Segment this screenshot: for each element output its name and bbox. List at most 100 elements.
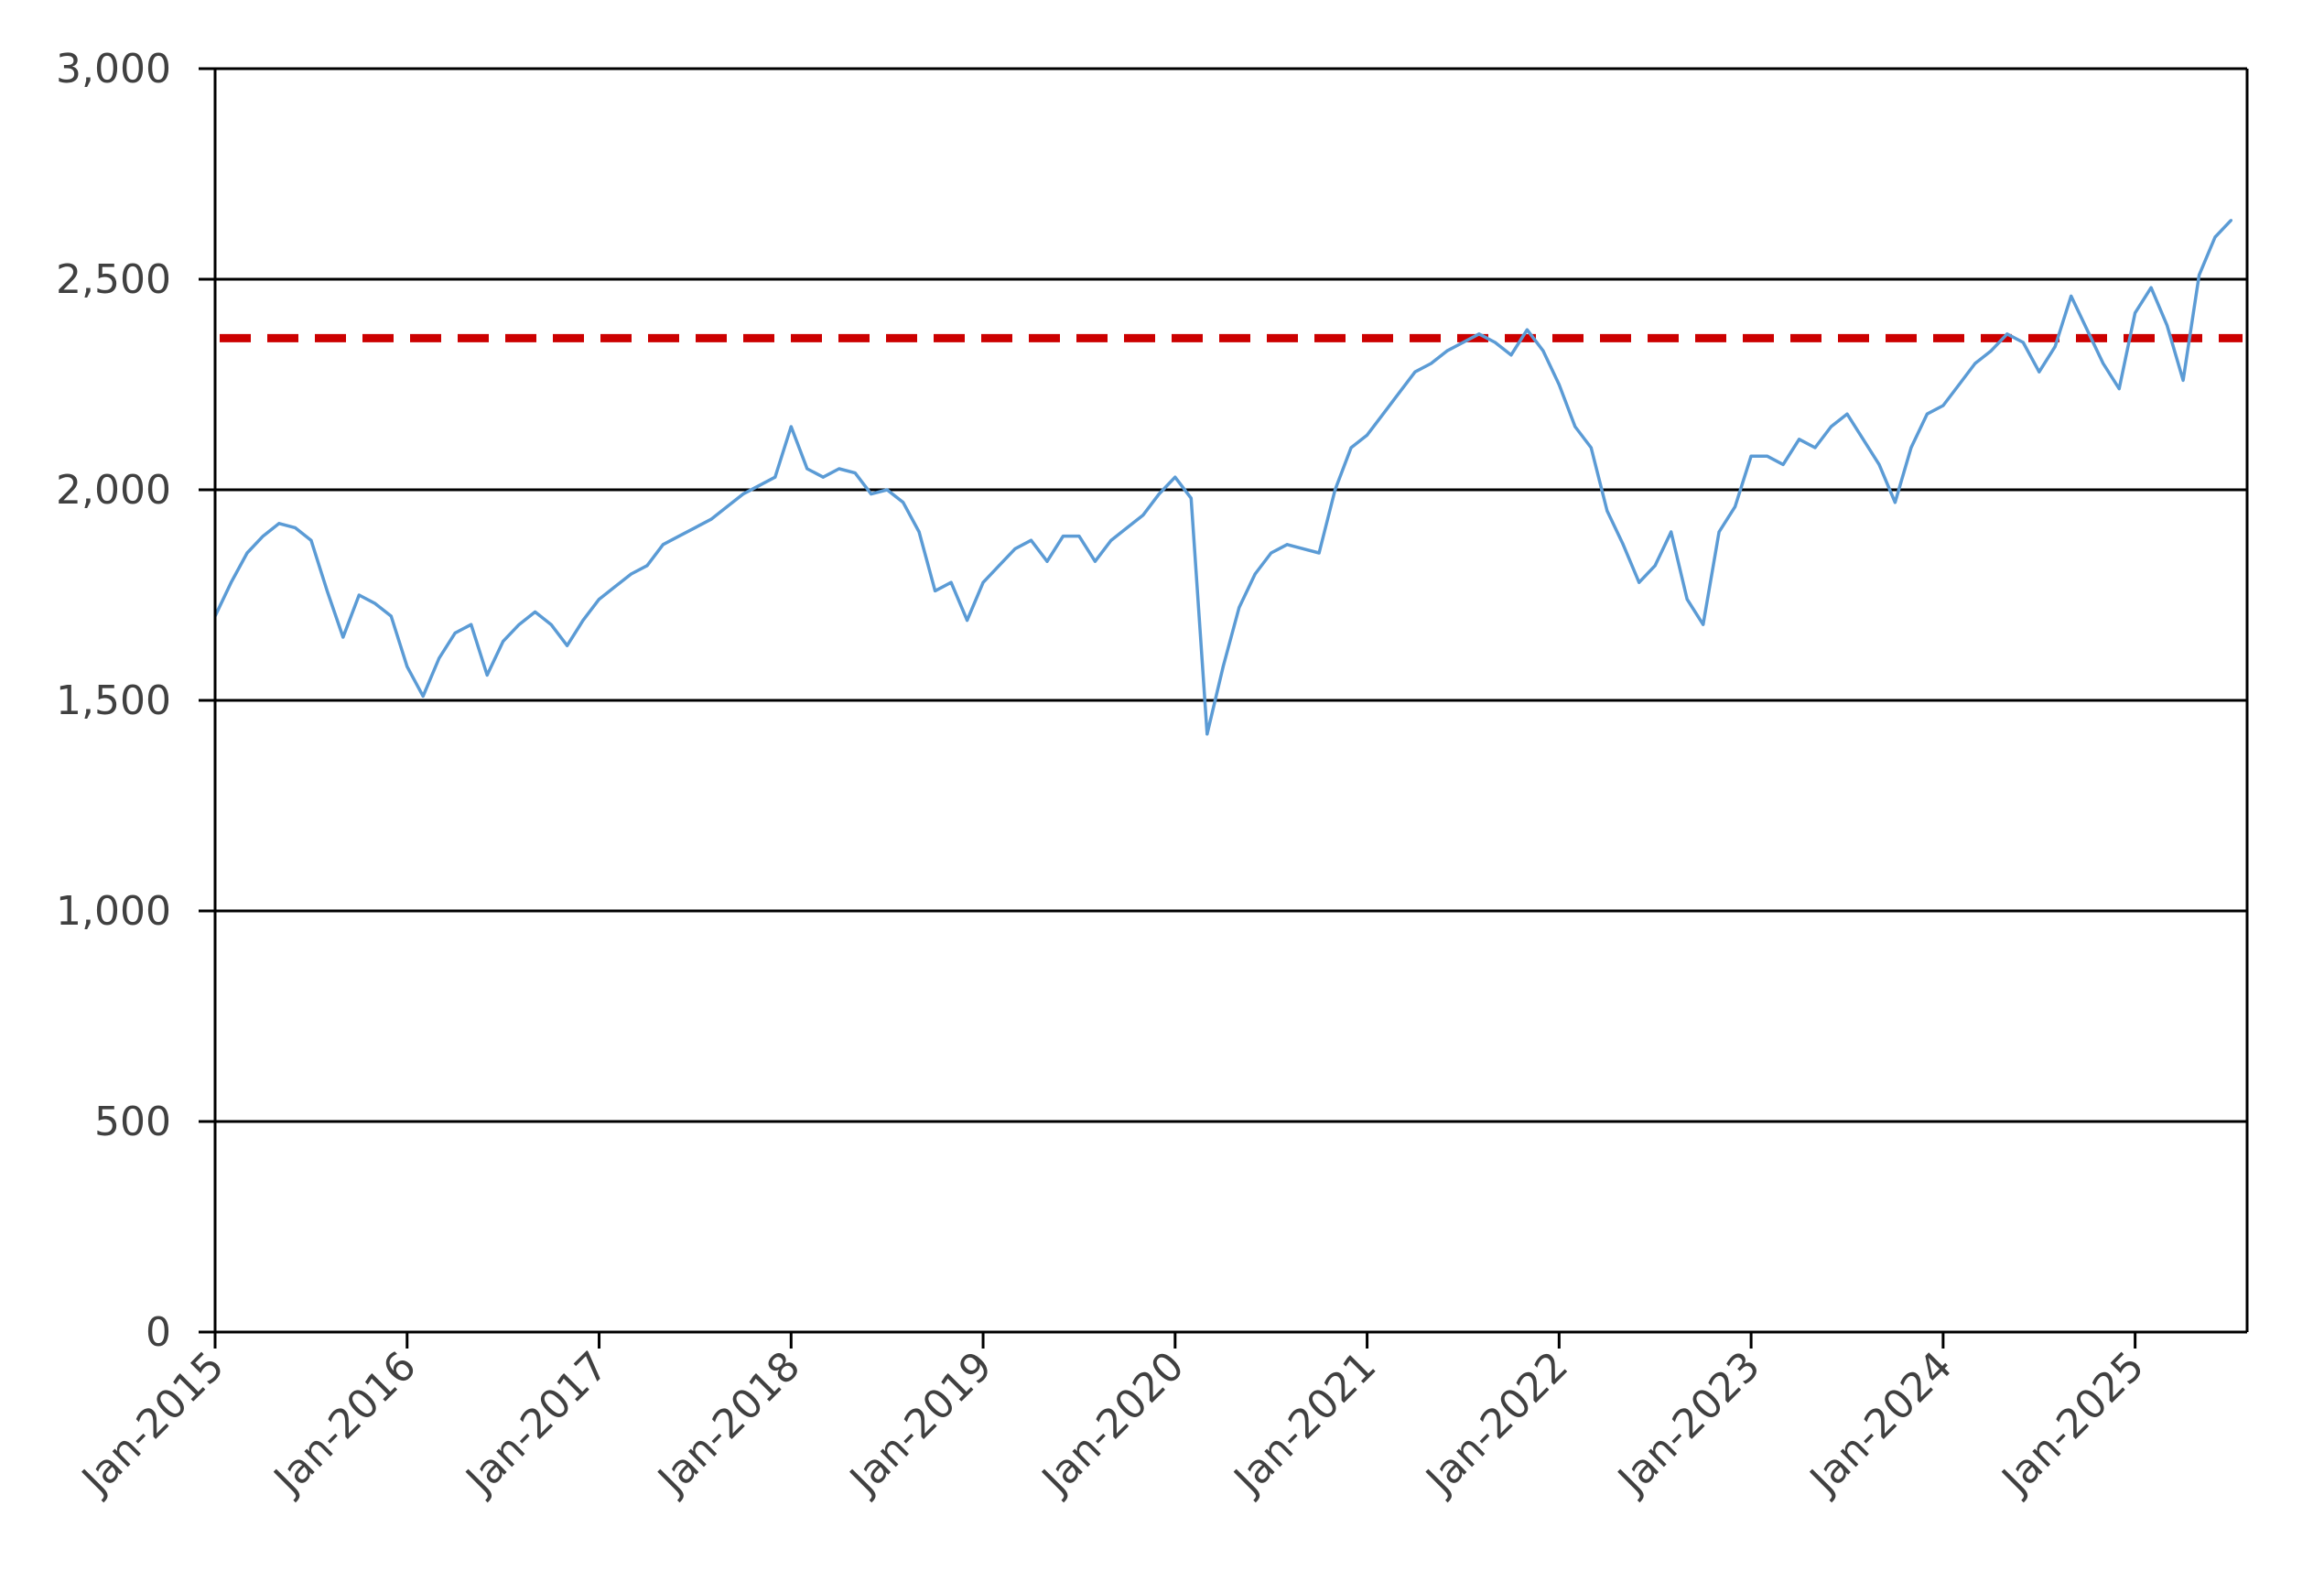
data-point [870,493,873,496]
data-point [1813,446,1817,450]
data-point [2181,378,2185,382]
data-point [1557,383,1561,386]
x-tick-label: Jan-2015 [71,1343,233,1505]
data-point [1989,349,1993,352]
data-point [1285,543,1289,547]
data-point [1893,501,1897,504]
data-point [1430,362,1433,365]
data-point [1221,665,1225,668]
y-tick-label: 0 [146,1309,171,1356]
data-point [1253,572,1257,576]
data-point [1189,496,1193,500]
data-point [1381,412,1385,416]
gridlines [215,67,2247,1123]
data-point [389,614,393,618]
data-point [613,585,617,589]
data-point [1925,412,1929,416]
y-tick-label: 500 [94,1099,171,1145]
data-point [1029,538,1032,542]
data-point [1093,559,1097,563]
data-point [1573,425,1577,428]
data-point [1957,383,1961,386]
data-point [1621,543,1625,547]
data-point [566,644,569,647]
data-point [2149,286,2153,289]
data-point [502,640,505,644]
data-point [1670,530,1673,534]
data-point [1734,504,1737,508]
data-point [229,580,232,584]
data-point [470,623,473,626]
x-tick-label: Jan-2025 [1992,1343,2154,1505]
data-point [1717,530,1721,534]
data-point [1493,341,1497,344]
data-point [1781,462,1785,466]
data-point [2038,370,2041,374]
data-point [789,425,793,428]
data-point [981,580,985,584]
data-point [325,589,329,592]
data-point [805,467,809,471]
data-point [902,501,905,504]
data-point [1109,538,1113,542]
data-point [741,493,745,496]
data-point [373,601,377,605]
data-point [677,535,681,538]
data-point [453,631,457,634]
data-point [1685,598,1689,601]
data-point [293,525,297,529]
data-point [1366,433,1369,437]
data-point [2213,235,2217,239]
x-tick-label: Jan-2018 [648,1343,810,1505]
y-tick-label: 2,500 [56,256,171,303]
x-tick-label: Jan-2024 [1800,1343,1962,1505]
y-tick-label: 3,000 [56,46,171,92]
data-point [341,635,345,639]
data-point [2198,273,2201,276]
data-point [1461,341,1465,344]
data-point [438,656,441,660]
data-point [1541,349,1545,352]
data-point [838,467,841,471]
data-point [853,471,857,475]
data-point [1861,438,1865,441]
data-point [534,610,537,613]
data-point [1525,328,1529,331]
data-point [2166,324,2169,328]
data-point [261,535,265,538]
data-point [1845,412,1849,416]
data-point [581,619,585,623]
data-point [1238,606,1241,610]
x-tick-label: Jan-2021 [1224,1343,1386,1505]
data-point [645,564,649,568]
data-point [517,623,521,626]
data-point [1589,446,1593,450]
x-tick-label: Jan-2020 [1032,1343,1194,1505]
data-point [549,623,553,626]
series-layer [213,219,2233,736]
data-point [1445,349,1449,352]
data-point [917,530,921,534]
x-tick-label: Jan-2017 [456,1343,618,1505]
data-point [1638,580,1641,584]
data-point [934,589,937,592]
axes [199,67,2249,1349]
data-point [757,483,761,487]
data-point [1749,454,1753,458]
data-point [1941,404,1945,407]
data-point [1909,446,1913,450]
x-tick-label: Jan-2023 [1607,1343,1769,1505]
data-point [773,475,777,479]
x-axis-tick-labels: Jan-2015 Jan-2016 Jan-2017 Jan-2018 Jan-2019… [71,1343,2153,1505]
data-point [2085,328,2089,331]
x-tick-label: Jan-2016 [264,1343,426,1505]
data-point [949,580,953,584]
data-point [1830,425,1833,428]
data-point [885,488,889,492]
data-point [693,525,697,529]
data-point [1349,446,1353,450]
data-point [1798,438,1801,441]
data-point [2230,219,2233,222]
